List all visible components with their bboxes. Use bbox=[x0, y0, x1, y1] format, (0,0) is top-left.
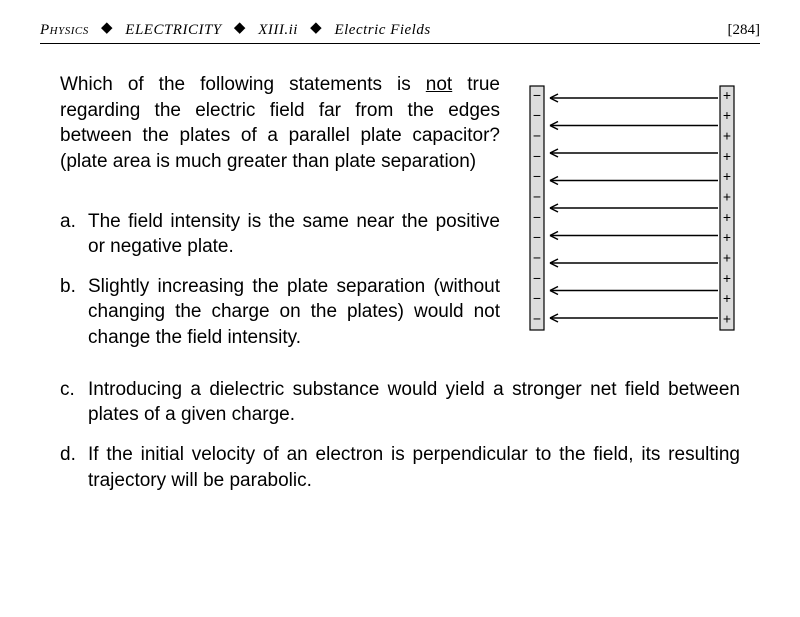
capacitor-diagram: − + − + − + − + − + − + − + − + − + − + − + − + bbox=[520, 72, 740, 336]
option-c: c. Introducing a dielectric substance wo… bbox=[60, 377, 740, 428]
question-block: Which of the following statements is not… bbox=[60, 72, 500, 365]
svg-text:−: − bbox=[533, 148, 541, 164]
option-letter: c. bbox=[60, 377, 88, 428]
option-text: The field intensity is the same near the… bbox=[88, 209, 500, 260]
svg-text:−: − bbox=[533, 209, 541, 225]
option-text: If the initial velocity of an electron i… bbox=[88, 442, 740, 493]
option-a: a. The field intensity is the same near … bbox=[60, 209, 500, 260]
svg-text:−: − bbox=[533, 270, 541, 286]
capacitor-svg: − + − + − + − + − + − + − + − + − + − + − + − + bbox=[520, 76, 740, 336]
svg-text:−: − bbox=[533, 311, 541, 327]
option-letter: b. bbox=[60, 274, 88, 351]
svg-text:−: − bbox=[533, 290, 541, 306]
separator-dot: ◆ bbox=[234, 20, 246, 36]
svg-text:−: − bbox=[533, 250, 541, 266]
question-text: Which of the following statements is not… bbox=[60, 72, 500, 175]
question-underlined: not bbox=[426, 74, 452, 95]
svg-text:+: + bbox=[723, 168, 731, 184]
option-text: Introducing a dielectric substance would… bbox=[88, 377, 740, 428]
svg-text:+: + bbox=[723, 87, 731, 103]
page-number: [284] bbox=[728, 22, 761, 39]
svg-text:+: + bbox=[723, 107, 731, 123]
svg-text:+: + bbox=[723, 250, 731, 266]
svg-text:+: + bbox=[723, 311, 731, 327]
svg-text:+: + bbox=[723, 128, 731, 144]
option-d: d. If the initial velocity of an electro… bbox=[60, 442, 740, 493]
svg-text:+: + bbox=[723, 290, 731, 306]
options-bottom: c. Introducing a dielectric substance wo… bbox=[60, 377, 740, 494]
option-text: Slightly increasing the plate separation… bbox=[88, 274, 500, 351]
svg-text:−: − bbox=[533, 229, 541, 245]
svg-text:+: + bbox=[723, 229, 731, 245]
svg-text:−: − bbox=[533, 189, 541, 205]
separator-dot: ◆ bbox=[310, 20, 322, 36]
content: Which of the following statements is not… bbox=[40, 72, 760, 493]
svg-text:+: + bbox=[723, 209, 731, 225]
separator-dot: ◆ bbox=[101, 20, 113, 36]
question-row: Which of the following statements is not… bbox=[60, 72, 740, 365]
breadcrumb-subject: Physics bbox=[40, 22, 89, 38]
option-letter: a. bbox=[60, 209, 88, 260]
svg-text:−: − bbox=[533, 128, 541, 144]
svg-text:−: − bbox=[533, 87, 541, 103]
svg-text:−: − bbox=[533, 107, 541, 123]
breadcrumb-topic: Electric Fields bbox=[334, 22, 430, 38]
svg-text:+: + bbox=[723, 270, 731, 286]
option-letter: d. bbox=[60, 442, 88, 493]
option-b: b. Slightly increasing the plate separat… bbox=[60, 274, 500, 351]
breadcrumb: Physics ◆ ELECTRICITY ◆ XIII.ii ◆ Electr… bbox=[40, 20, 431, 39]
svg-text:+: + bbox=[723, 189, 731, 205]
options-top: a. The field intensity is the same near … bbox=[60, 209, 500, 351]
page-header: Physics ◆ ELECTRICITY ◆ XIII.ii ◆ Electr… bbox=[40, 20, 760, 44]
breadcrumb-course: ELECTRICITY bbox=[125, 22, 221, 38]
svg-text:−: − bbox=[533, 168, 541, 184]
question-pre: Which of the following statements is bbox=[60, 74, 426, 95]
breadcrumb-section: XIII.ii bbox=[258, 22, 298, 38]
svg-text:+: + bbox=[723, 148, 731, 164]
